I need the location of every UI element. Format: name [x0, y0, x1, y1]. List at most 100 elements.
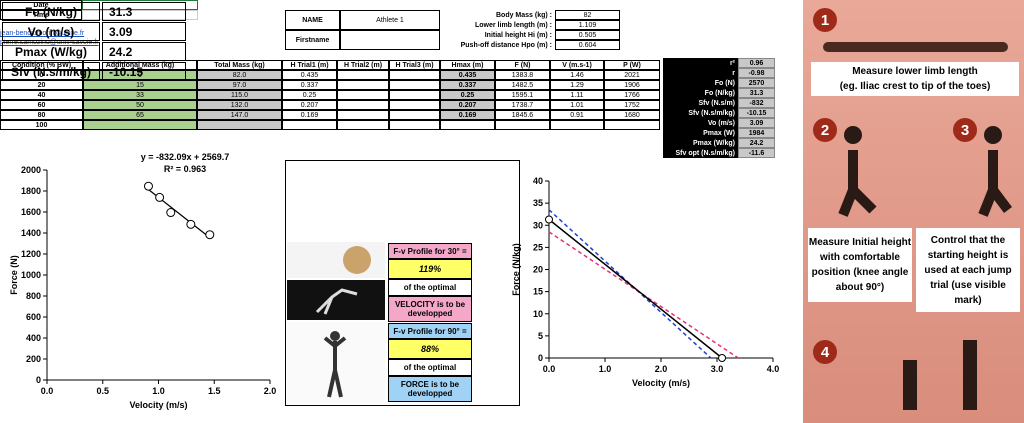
summary-value: -832: [738, 98, 775, 108]
table-cell: 0.337: [440, 80, 495, 90]
y-tick-label: 1200: [21, 249, 41, 259]
table-cell: 0.169: [440, 110, 495, 120]
table-cell: 0: [83, 70, 197, 80]
result-label: Vo (m/s): [2, 22, 100, 41]
column-header: H Trial3 (m): [389, 60, 440, 70]
table-cell: [337, 110, 389, 120]
summary-label: Pmax (W): [663, 128, 738, 138]
table-cell: [495, 120, 550, 130]
table-cell: 82.0: [197, 70, 282, 80]
table-cell: 65: [83, 110, 197, 120]
y-tick-label: 400: [26, 333, 41, 343]
y-tick-label: 1400: [21, 228, 41, 238]
body-label: Push-off distance Hpo (m) :: [460, 41, 552, 49]
table-cell: 0.91: [550, 110, 604, 120]
instruction-text: Control that the: [930, 234, 1006, 246]
time-label: Time: [0, 10, 82, 20]
profile-advice: FORCE is to be developped: [388, 376, 472, 402]
summary-value: -0.98: [738, 68, 775, 78]
summary-value: 0.96: [738, 58, 775, 68]
instruction-text: position (knee angle: [811, 267, 909, 278]
y-tick-label: 600: [26, 312, 41, 322]
result-value: 3.09: [102, 22, 186, 41]
y-tick-label: 10: [533, 309, 543, 319]
table-cell: [550, 120, 604, 130]
y-tick-label: 2000: [21, 165, 41, 175]
step-number: 3: [953, 118, 977, 142]
instruction-text: starting height is: [927, 249, 1009, 261]
instruction-text: Measure Initial height: [808, 237, 912, 248]
table-cell: 1766: [604, 90, 660, 100]
summary-value: 3.09: [738, 118, 775, 128]
summary-label: r²: [663, 58, 738, 68]
table-cell: [83, 120, 197, 130]
x-axis-label: Velocity (m/s): [632, 378, 690, 388]
data-point: [143, 181, 153, 191]
body-value: 1.109: [555, 20, 620, 30]
result-label: Pmax (W/kg): [2, 42, 100, 61]
lying-figure: [823, 42, 1008, 52]
instruction-drawings: [823, 42, 1012, 410]
table-cell: 100: [0, 120, 83, 130]
table-cell: 1.01: [550, 100, 604, 110]
email: jean-benoit.morin@unice.fr: [0, 30, 85, 37]
table-cell: 40: [0, 90, 83, 100]
table-cell: [337, 120, 389, 130]
table-cell: 147.0: [197, 110, 282, 120]
series-line: [548, 209, 712, 359]
summary-value: 31.3: [738, 88, 775, 98]
profile-value: 119%: [388, 259, 472, 279]
table-cell: 0.337: [282, 80, 337, 90]
y-tick-label: 1600: [21, 207, 41, 217]
table-cell: [440, 120, 495, 130]
result-label: Fo (N/kg): [2, 2, 100, 21]
x-tick-label: 3.0: [711, 364, 724, 374]
squat-figure: [978, 150, 1012, 217]
table-cell: 132.0: [197, 100, 282, 110]
name-label: NAME: [285, 10, 340, 30]
y-tick-label: 1800: [21, 186, 41, 196]
series-marker: [545, 215, 553, 224]
table-cell: [337, 70, 389, 80]
jump-figure: [903, 360, 917, 410]
column-header: H Trial2 (m): [337, 60, 389, 70]
x-tick-label: 2.0: [655, 364, 668, 374]
image-sprint: [287, 280, 385, 320]
summary-label: Sfv opt (N.s/m/kg): [663, 148, 738, 158]
y-tick-label: 0: [538, 353, 543, 363]
instruction-box: Measure lower limb length (eg. Iliac cres…: [811, 62, 1019, 96]
table-cell: [389, 70, 440, 80]
annotation: y = -832.09x + 2569.7: [141, 152, 230, 162]
x-tick-label: 1.0: [599, 364, 612, 374]
summary-label: Vo (m/s): [663, 118, 738, 128]
x-tick-label: 1.5: [208, 386, 221, 396]
table-cell: 1906: [604, 80, 660, 90]
table-cell: 1680: [604, 110, 660, 120]
table-cell: 1.46: [550, 70, 604, 80]
x-axis-label: Velocity (m/s): [129, 400, 187, 410]
date-label: Date: [0, 0, 82, 10]
step-number: 4: [813, 340, 837, 364]
y-tick-label: 0: [36, 375, 41, 385]
table-cell: [337, 90, 389, 100]
column-header: V (m.s-1): [550, 60, 604, 70]
x-tick-label: 0.0: [543, 364, 556, 374]
x-tick-label: 0.5: [96, 386, 109, 396]
firstname-label: Firstname: [285, 30, 340, 50]
column-header: H Trial1 (m): [282, 60, 337, 70]
body-label: Body Mass (kg) :: [495, 11, 552, 19]
table-cell: [604, 120, 660, 130]
series-marker: [718, 354, 727, 362]
profile-advice: VELOCITY is to be developped: [388, 296, 472, 322]
table-cell: 33: [83, 90, 197, 100]
table-cell: [337, 80, 389, 90]
table-cell: 1738.7: [495, 100, 550, 110]
table-cell: 1.29: [550, 80, 604, 90]
summary-label: Fo (N/kg): [663, 88, 738, 98]
table-cell: 50: [83, 100, 197, 110]
table-cell: 1.11: [550, 90, 604, 100]
table-cell: 0.207: [440, 100, 495, 110]
table-cell: 1845.6: [495, 110, 550, 120]
instruction-text: used at each jump: [924, 264, 1012, 276]
profile-value: 88%: [388, 339, 472, 359]
